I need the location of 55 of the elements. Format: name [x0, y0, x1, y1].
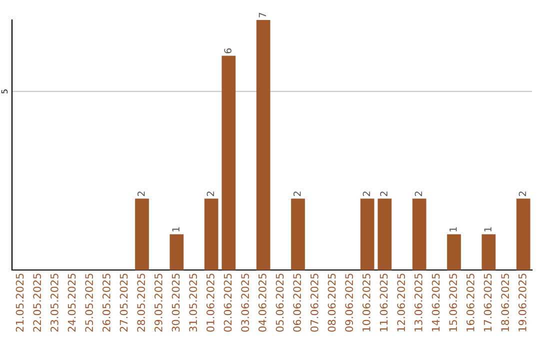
data-label: 1: [484, 227, 492, 232]
x-tick-label: 12.06.2025: [397, 274, 406, 332]
x-tick-label: 06.06.2025: [293, 274, 302, 332]
data-label: 2: [206, 192, 214, 196]
bar: [447, 234, 461, 270]
data-label: 1: [172, 227, 180, 232]
x-tick-label: 13.06.2025: [414, 274, 422, 332]
x-tick-label: 27.05.2025: [120, 274, 128, 332]
bar: [170, 234, 184, 270]
bar: [204, 198, 218, 270]
x-tick-label: 08.06.2025: [328, 274, 336, 332]
x-tick-label: 22.05.2025: [33, 274, 42, 332]
bar: [360, 198, 374, 270]
x-tick-label: 30.05.2025: [172, 274, 180, 332]
x-tick-label: 02.06.2025: [224, 274, 232, 332]
data-label: 7: [258, 12, 266, 18]
x-tick-label: 04.06.2025: [258, 274, 266, 332]
data-label: 2: [380, 192, 388, 196]
data-label: 2: [293, 192, 301, 196]
x-tick-label: 05.06.2025: [276, 274, 284, 332]
x-tick-label: 23.05.2025: [50, 274, 58, 332]
x-tick-label: 26.05.2025: [102, 274, 110, 332]
x-tick-label: 21.05.2025: [16, 274, 24, 332]
data-label: 2: [137, 192, 145, 196]
x-tick-label: 28.05.2025: [137, 274, 146, 332]
bar: [291, 198, 305, 270]
x-tick-label: 15.06.2025: [449, 274, 458, 332]
x-tick-label: 31.05.2025: [189, 274, 198, 332]
x-tick-label: 17.06.2025: [484, 274, 492, 332]
x-tick-label: 01.06.2025: [206, 274, 214, 332]
x-tick-label: 16.06.2025: [466, 274, 474, 332]
bar: [256, 20, 270, 270]
x-tick-label: 07.06.2025: [310, 274, 318, 332]
x-tick-label: 29.05.2025: [154, 274, 162, 332]
data-label: 2: [518, 192, 526, 196]
bar: [516, 198, 530, 270]
bar: [222, 56, 236, 270]
x-tick-label: 25.05.2025: [85, 274, 94, 332]
bar: [378, 198, 392, 270]
bar: [135, 198, 149, 270]
bar: [412, 198, 426, 270]
x-tick-label: 19.06.2025: [518, 274, 526, 332]
x-tick-label: 03.06.2025: [241, 274, 250, 332]
x-tick-label: 18.06.2025: [501, 274, 510, 332]
bar: [482, 234, 496, 270]
data-label: 2: [362, 192, 370, 196]
x-tick-label: 11.06.2025: [380, 274, 388, 332]
x-tick-label: 09.06.2025: [345, 274, 354, 332]
data-label: 6: [224, 48, 232, 54]
x-tick-label: 14.06.2025: [432, 274, 440, 332]
data-label: 2: [414, 192, 422, 196]
y-tick-label: 5: [1, 90, 8, 94]
x-tick-label: 24.05.2025: [68, 274, 76, 332]
data-label: 1: [450, 227, 457, 232]
x-tick-label: 10.06.2025: [362, 274, 370, 332]
